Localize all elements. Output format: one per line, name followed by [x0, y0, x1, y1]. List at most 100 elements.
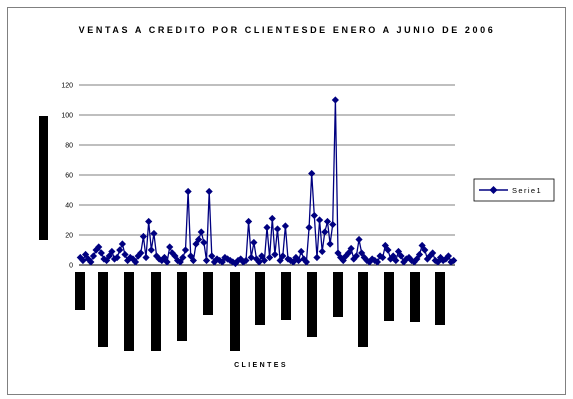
- data-point: [139, 232, 148, 241]
- data-point: [426, 252, 434, 260]
- data-point: [150, 229, 158, 238]
- data-point: [434, 258, 442, 266]
- data-point: [208, 252, 216, 260]
- data-point: [392, 256, 400, 265]
- data-point: [429, 249, 437, 257]
- data-point: [263, 223, 271, 232]
- x-axis-label: CLIENTES: [234, 362, 288, 369]
- data-point: [287, 256, 295, 265]
- decorative-bar: [203, 272, 213, 315]
- data-point: [118, 240, 126, 248]
- data-point: [131, 258, 140, 266]
- data-point: [297, 247, 305, 256]
- data-point: [413, 255, 421, 263]
- data-point: [273, 225, 282, 233]
- data-point: [331, 96, 339, 104]
- legend-marker-serie1: [489, 186, 498, 194]
- data-point: [355, 235, 363, 244]
- data-point: [110, 255, 119, 263]
- y-tick-label: 60: [65, 173, 73, 180]
- data-point: [255, 258, 263, 266]
- data-point: [258, 252, 266, 260]
- data-point: [181, 246, 190, 254]
- decorative-bar: [435, 272, 445, 325]
- data-point: [195, 235, 203, 244]
- series-line-serie1: [79, 99, 455, 265]
- data-point: [305, 223, 313, 232]
- decorative-bar: [410, 272, 420, 322]
- decorative-bar: [307, 272, 317, 337]
- data-point: [450, 256, 458, 265]
- data-point: [373, 258, 382, 266]
- data-point: [121, 250, 129, 259]
- y-tick-label: 0: [69, 263, 73, 270]
- data-point: [315, 216, 324, 224]
- data-point: [137, 249, 145, 257]
- data-point: [202, 256, 211, 265]
- data-point: [105, 252, 113, 260]
- y-tick-label: 20: [65, 233, 73, 240]
- data-point: [250, 238, 258, 247]
- decorative-bar: [281, 272, 291, 320]
- data-point: [242, 256, 250, 265]
- data-point: [292, 253, 300, 262]
- y-axis-ticks: 0 20 40 60 80 100 120: [61, 83, 73, 270]
- data-point: [384, 246, 392, 254]
- decorative-bar: [98, 272, 108, 347]
- decorative-bar: [39, 116, 48, 240]
- data-point: [244, 217, 253, 226]
- chart-title: VENTAS A CREDITO POR CLIENTESDE ENERO A …: [79, 25, 496, 35]
- decorative-bar: [333, 272, 343, 317]
- data-point: [116, 246, 124, 254]
- data-point: [81, 250, 90, 259]
- data-point: [89, 252, 98, 260]
- legend-box: [473, 178, 555, 202]
- data-point: [394, 247, 403, 256]
- chart-area: VENTAS A CREDITO POR CLIENTESDE ENERO A …: [7, 7, 566, 395]
- data-point: [308, 169, 316, 178]
- y-tick-label: 80: [65, 143, 73, 150]
- data-point: [79, 256, 87, 265]
- data-point: [365, 258, 374, 266]
- data-point: [247, 253, 255, 262]
- data-point: [281, 222, 290, 230]
- data-point: [302, 258, 311, 266]
- data-point: [376, 252, 384, 260]
- data-point: [379, 253, 387, 262]
- legend: Serie1: [473, 178, 555, 202]
- data-point: [294, 256, 303, 265]
- data-point: [184, 187, 192, 196]
- data-point: [268, 214, 276, 223]
- plot-area: [76, 96, 458, 268]
- data-point: [108, 247, 116, 256]
- data-point: [334, 249, 342, 257]
- data-point: [95, 243, 103, 251]
- data-point: [87, 258, 95, 266]
- data-point: [205, 187, 213, 196]
- data-point: [347, 244, 355, 253]
- data-point: [352, 252, 360, 260]
- data-point: [313, 253, 321, 262]
- data-point: [310, 211, 318, 220]
- data-point: [386, 255, 395, 263]
- data-point: [402, 255, 410, 263]
- data-point: [279, 252, 287, 260]
- data-point: [271, 250, 279, 259]
- data-point: [397, 252, 405, 260]
- data-point: [400, 258, 408, 266]
- data-point: [166, 243, 174, 251]
- data-point: [415, 250, 424, 259]
- data-point: [100, 255, 108, 263]
- decorative-bar: [230, 272, 240, 351]
- decorative-bar: [255, 272, 265, 325]
- data-point: [97, 249, 105, 257]
- data-point: [339, 256, 347, 265]
- decorative-bar: [384, 272, 394, 321]
- y-tick-label: 40: [65, 203, 73, 210]
- data-point: [321, 228, 329, 236]
- chart-svg: VENTAS A CREDITO POR CLIENTESDE ENERO A …: [39, 25, 555, 369]
- y-tick-label: 100: [61, 113, 73, 120]
- data-point: [163, 258, 171, 266]
- y-tick-label: 120: [61, 83, 73, 90]
- data-point: [266, 253, 274, 262]
